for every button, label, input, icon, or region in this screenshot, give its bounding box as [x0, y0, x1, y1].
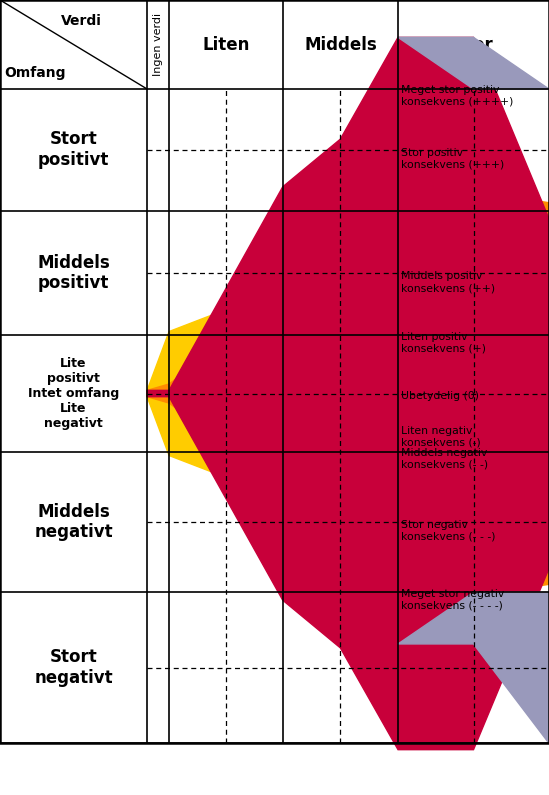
- Text: Verdi: Verdi: [60, 14, 102, 29]
- Text: Ingen verdi: Ingen verdi: [153, 13, 163, 76]
- Text: Ubetydelig (0): Ubetydelig (0): [401, 391, 479, 401]
- Text: Middels: Middels: [304, 36, 377, 53]
- Text: Meget stor positiv
konsekvens (++++): Meget stor positiv konsekvens (++++): [401, 85, 514, 107]
- Text: Liten: Liten: [202, 36, 250, 53]
- Text: Stor: Stor: [453, 36, 494, 53]
- Text: Middels
negativt: Middels negativt: [34, 502, 113, 541]
- Text: Stor negativ
konsekvens (- - -): Stor negativ konsekvens (- - -): [401, 521, 496, 542]
- Polygon shape: [147, 163, 549, 624]
- Text: Meget stor negativ
konsekvens (- - - -): Meget stor negativ konsekvens (- - - -): [401, 589, 505, 611]
- Text: Stor positiv
konsekvens (+++): Stor positiv konsekvens (+++): [401, 149, 505, 170]
- Polygon shape: [398, 37, 549, 89]
- Text: Liten negativ
konsekvens (-): Liten negativ konsekvens (-): [401, 426, 481, 448]
- Text: Middels
positivt: Middels positivt: [37, 254, 110, 293]
- Text: Stort
negativt: Stort negativt: [34, 649, 113, 687]
- Polygon shape: [398, 592, 549, 743]
- Polygon shape: [147, 288, 549, 499]
- Text: Liten positiv
konsekvens (+): Liten positiv konsekvens (+): [401, 332, 486, 354]
- Text: Middels negativ
konsekvens (- -): Middels negativ konsekvens (- -): [401, 448, 489, 470]
- Text: Lite
positivt
Intet omfang
Lite
negativt: Lite positivt Intet omfang Lite negativt: [28, 357, 119, 430]
- Polygon shape: [147, 37, 549, 750]
- Text: Omfang: Omfang: [4, 65, 66, 80]
- Text: Middels positiv
konsekvens (++): Middels positiv konsekvens (++): [401, 272, 495, 293]
- Text: Stort
positivt: Stort positivt: [38, 130, 109, 169]
